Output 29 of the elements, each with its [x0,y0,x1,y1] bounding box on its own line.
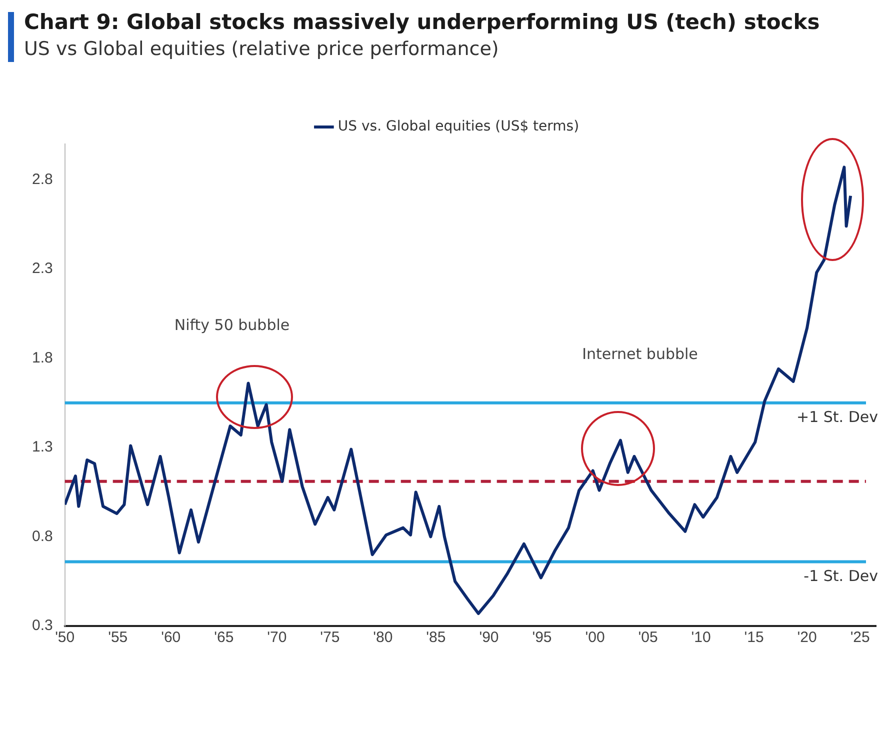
y-tick-label: 2.8 [32,170,53,188]
x-tick-label: '70 [267,629,287,646]
x-tick-label: '05 [638,629,658,646]
y-tick-label: 2.3 [32,260,53,278]
x-tick-label: '65 [214,629,234,646]
chart-title: Chart 9: Global stocks massively underperforming US (tech) stocks [24,10,820,34]
x-tick-label: '75 [320,629,340,646]
x-tick-label: '25 [850,629,870,646]
x-tick-label: '10 [691,629,711,646]
y-tick-label: 0.3 [32,617,53,634]
y-tick-label: 1.3 [32,438,53,456]
ref-line-label: -1 St. Dev [804,567,878,586]
x-tick-label: '50 [55,629,75,646]
annotation: Nifty 50 bubble [174,316,290,334]
x-tick-label: '95 [532,629,552,646]
y-tick-label: 1.8 [32,349,53,366]
x-tick-label: '85 [426,629,446,646]
ref-line-label: +1 St. Dev [796,408,878,426]
legend-label: US vs. Global equities (US$ terms) [338,118,580,135]
x-tick-label: '00 [585,629,605,646]
x-tick-label: '60 [161,629,181,646]
annotation: Internet bubble [582,345,698,363]
y-tick-label: 0.8 [32,528,53,545]
x-tick-label: '15 [744,629,764,646]
x-tick-label: '90 [479,629,499,646]
x-tick-label: '20 [797,629,817,646]
x-tick-label: '80 [373,629,393,646]
chart-subtitle: US vs Global equities (relative price performance) [24,38,499,60]
x-tick-label: '55 [108,629,128,646]
